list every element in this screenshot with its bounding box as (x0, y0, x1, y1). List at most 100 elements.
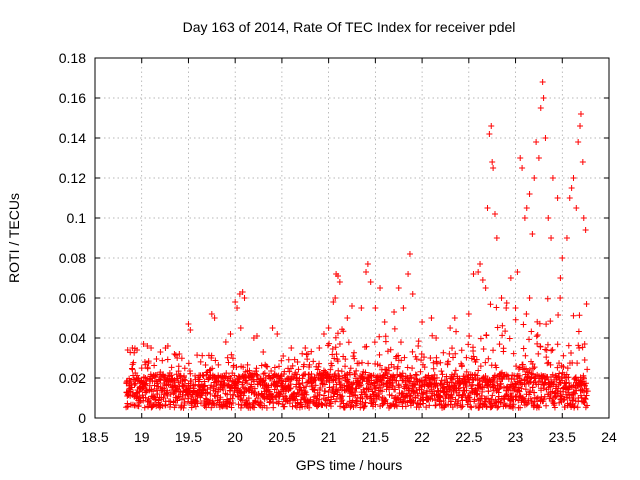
data-point (539, 79, 546, 85)
data-point (316, 345, 323, 351)
data-point (415, 338, 422, 345)
data-point (263, 404, 270, 411)
data-point (417, 401, 424, 408)
data-point (526, 191, 533, 197)
data-point (493, 235, 500, 241)
data-point (517, 155, 524, 161)
data-point (240, 392, 247, 399)
data-point (511, 385, 518, 392)
data-point (327, 366, 334, 373)
data-point (519, 361, 526, 368)
data-point (316, 360, 323, 367)
data-point (241, 295, 248, 301)
data-point (482, 285, 489, 291)
data-point (281, 403, 288, 410)
data-point (506, 335, 513, 342)
data-point (153, 355, 160, 362)
data-point (235, 401, 242, 408)
data-point (396, 384, 403, 391)
data-point (201, 378, 208, 385)
y-tick-label: 0.04 (59, 330, 86, 346)
data-point (409, 365, 416, 372)
data-point (127, 388, 134, 395)
data-point (228, 404, 235, 411)
data-point (580, 215, 587, 221)
data-point (470, 271, 477, 277)
data-point (484, 205, 491, 211)
data-point (402, 403, 409, 410)
data-point (362, 369, 369, 376)
data-point (134, 372, 141, 379)
data-point (264, 363, 271, 370)
data-point (227, 375, 234, 382)
grid (95, 58, 609, 418)
data-point (234, 379, 241, 386)
data-point (344, 378, 351, 385)
data-point (491, 211, 498, 217)
data-point (565, 386, 572, 393)
data-point (543, 354, 550, 361)
data-point (308, 371, 315, 378)
data-point (128, 365, 135, 372)
data-point (129, 345, 136, 351)
data-point (394, 363, 401, 370)
data-point (336, 373, 343, 380)
data-point (205, 375, 212, 382)
data-point (535, 155, 542, 161)
data-point (285, 356, 292, 363)
data-point (381, 319, 388, 325)
data-point (141, 381, 148, 388)
data-point (565, 374, 572, 381)
data-point (303, 383, 310, 390)
data-point (182, 377, 189, 384)
data-point (251, 404, 258, 411)
data-point (409, 348, 416, 355)
data-point (334, 273, 341, 279)
data-point (180, 404, 187, 411)
data-point (584, 388, 591, 395)
data-point (325, 388, 332, 395)
data-point (575, 342, 582, 349)
data-point (525, 369, 532, 376)
data-point (230, 400, 237, 407)
data-point (310, 394, 317, 401)
data-point (144, 343, 151, 349)
data-point (530, 365, 537, 372)
x-tick-label: 20 (227, 429, 243, 445)
data-point (448, 392, 455, 399)
data-point (544, 341, 551, 348)
data-point (209, 365, 216, 372)
data-point (204, 389, 211, 396)
data-point (579, 344, 586, 351)
data-point (314, 366, 321, 373)
data-point (409, 291, 416, 297)
data-point (363, 343, 370, 350)
data-point (518, 385, 525, 392)
data-point (515, 384, 522, 391)
data-point (303, 391, 310, 398)
data-point (160, 371, 167, 378)
data-point (458, 362, 465, 369)
data-point (312, 382, 319, 389)
data-point (164, 389, 171, 396)
data-point (154, 380, 161, 387)
data-point (560, 364, 567, 371)
data-point (395, 352, 402, 359)
data-point (446, 350, 453, 357)
data-point (164, 356, 171, 363)
data-point (222, 339, 229, 345)
data-point (237, 404, 244, 411)
data-point (544, 295, 551, 302)
data-point (557, 275, 564, 281)
data-point (260, 370, 267, 377)
y-tick-label: 0.06 (59, 290, 86, 306)
data-point (143, 388, 150, 395)
data-point (547, 361, 554, 368)
data-point (415, 392, 422, 399)
data-point (465, 311, 472, 317)
data-point (581, 357, 588, 364)
data-point (440, 384, 447, 391)
data-point (261, 370, 268, 377)
data-point (358, 382, 365, 389)
data-point (493, 304, 500, 311)
